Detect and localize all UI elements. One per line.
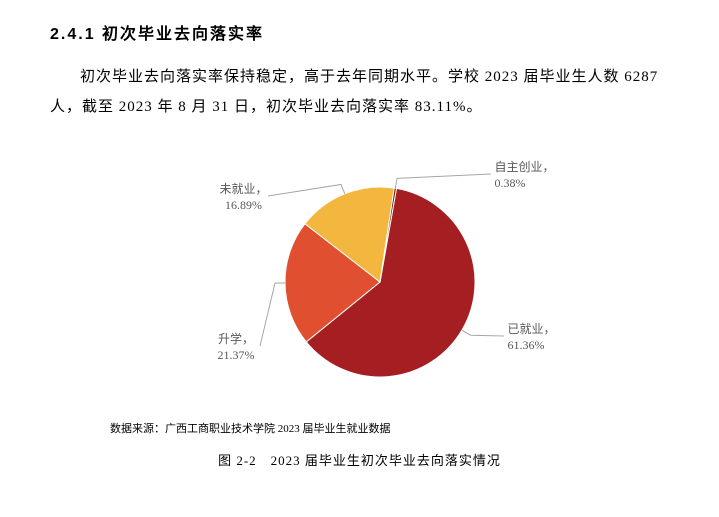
pie-chart-area: 自主创业， 0.38% 未就业， 16.89% 升学， 21.37% 已就业， …: [50, 132, 669, 412]
body-paragraph: 初次毕业去向落实率保持稳定，高于去年同期水平。学校 2023 届毕业生人数 62…: [50, 62, 669, 122]
label-employed: 已就业， 61.36%: [508, 322, 556, 353]
data-source: 数据来源：广西工商职业技术学院 2023 届毕业生就业数据: [110, 420, 669, 436]
label-unemployed: 未就业， 16.89%: [220, 182, 268, 213]
pie-container: 自主创业， 0.38% 未就业， 16.89% 升学， 21.37% 已就业， …: [110, 142, 610, 402]
figure-caption: 图 2-2 2023 届毕业生初次毕业去向落实情况: [50, 450, 669, 469]
section-number: 2.4.1: [50, 26, 96, 43]
section-heading: 2.4.1 初次毕业去向落实率: [50, 20, 669, 44]
section-title-text: 初次毕业去向落实率: [102, 26, 264, 43]
label-study: 升学， 21.37%: [218, 332, 255, 363]
label-startup: 自主创业， 0.38%: [495, 160, 555, 191]
